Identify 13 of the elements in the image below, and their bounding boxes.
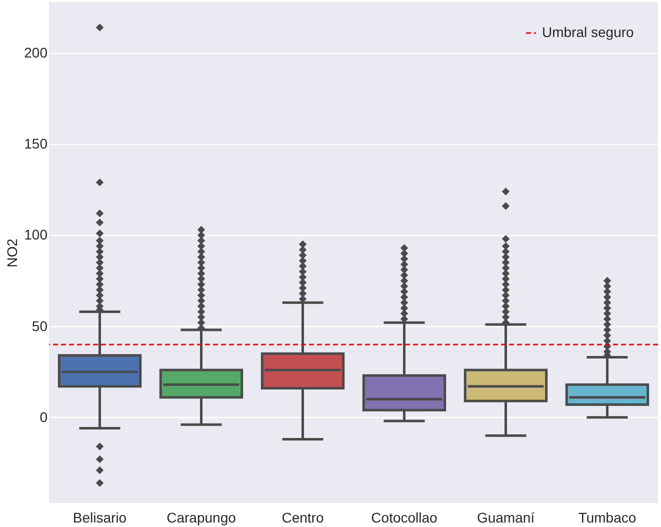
x-tick-label: Guamaní bbox=[476, 510, 535, 526]
x-tick-label: Centro bbox=[282, 510, 324, 526]
y-tick-label: 0 bbox=[40, 408, 48, 425]
y-axis-title: NO2 bbox=[4, 238, 20, 268]
y-tick-label: 100 bbox=[24, 226, 48, 243]
x-tick-label: Belisario bbox=[72, 510, 127, 526]
x-tick-label: Carapungo bbox=[166, 510, 236, 526]
y-tick-label: 150 bbox=[24, 136, 48, 152]
y-tick-label: 50 bbox=[32, 318, 48, 334]
x-tick-label: Cotocollao bbox=[371, 510, 438, 526]
legend-label: Umbral seguro bbox=[542, 24, 634, 40]
x-tick-label: Tumbaco bbox=[578, 510, 636, 526]
y-tick-label: 200 bbox=[24, 44, 48, 61]
